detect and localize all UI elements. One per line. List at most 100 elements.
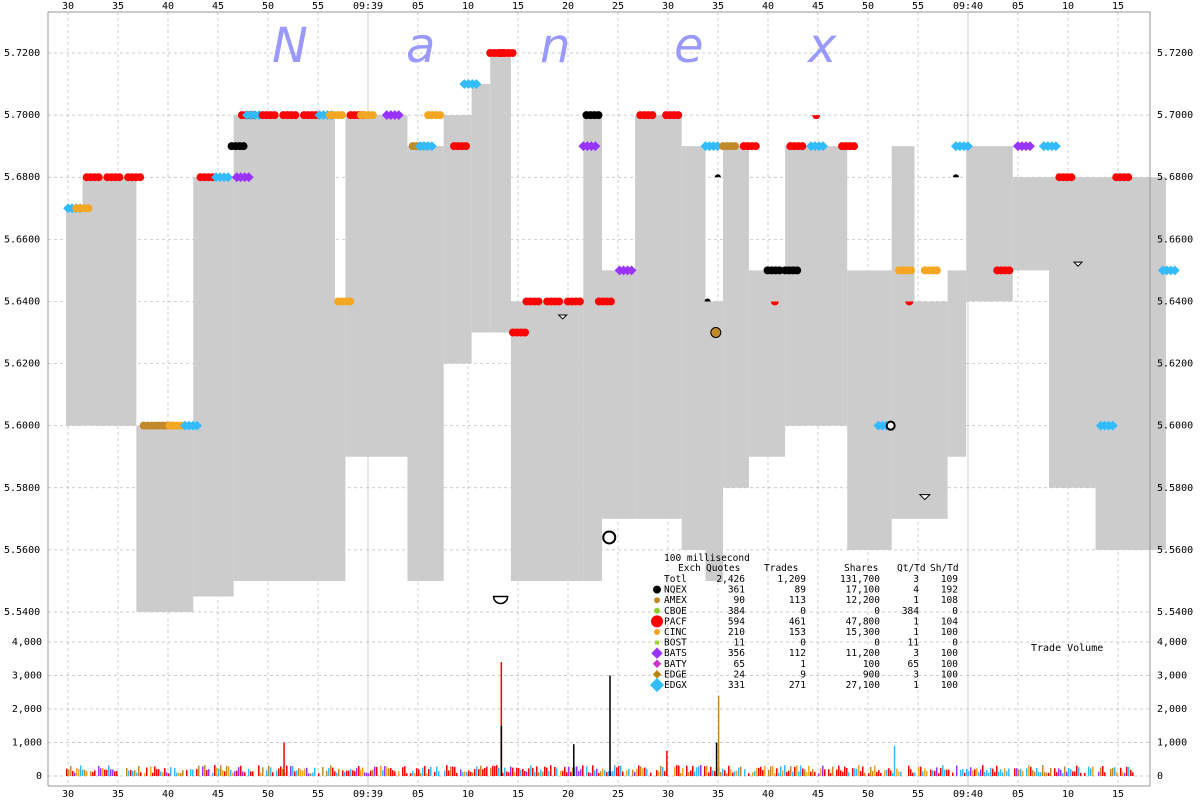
volume-bar xyxy=(892,772,894,776)
stats-sh-td: 100 xyxy=(941,680,958,691)
volume-bar xyxy=(572,767,574,776)
volume-bar xyxy=(888,768,890,776)
volume-bar xyxy=(500,725,503,776)
volume-bar xyxy=(890,770,892,776)
stats-quotes: 594 xyxy=(728,616,745,627)
quote-marker xyxy=(606,297,615,306)
volume-bar xyxy=(398,771,400,776)
volume-bar xyxy=(238,767,240,776)
volume-bar xyxy=(758,767,760,776)
nbbo-segment xyxy=(635,115,682,519)
volume-bar xyxy=(550,765,552,776)
volume-bar xyxy=(1128,766,1130,776)
volume-bar xyxy=(72,770,74,776)
volume-bar xyxy=(640,766,642,776)
volume-bar xyxy=(180,773,182,776)
price-tick-label-left: 5.5600 xyxy=(4,545,40,556)
price-tick-label-left: 5.6800 xyxy=(4,172,40,183)
volume-bar xyxy=(446,765,448,776)
stats-quotes: 361 xyxy=(728,585,745,596)
volume-bar xyxy=(216,767,218,776)
volume-bar xyxy=(870,766,872,776)
legend-swatch xyxy=(654,597,660,604)
quote-marker xyxy=(239,142,248,151)
volume-bar xyxy=(314,767,316,776)
volume-bar xyxy=(130,770,132,776)
volume-bar xyxy=(780,766,782,776)
volume-bar xyxy=(498,767,500,776)
volume-bar xyxy=(582,765,584,776)
volume-bar xyxy=(574,766,576,776)
legend-swatch xyxy=(652,670,662,679)
volume-bar xyxy=(790,766,792,776)
volume-bar xyxy=(782,770,784,776)
volume-bar xyxy=(266,770,268,776)
volume-bar xyxy=(1042,765,1044,776)
volume-bar xyxy=(824,769,826,776)
x-tick-label-top: 55 xyxy=(912,1,924,12)
volume-bar xyxy=(938,773,940,776)
volume-bar xyxy=(568,766,570,776)
stats-shares: 0 xyxy=(874,606,880,617)
volume-bar xyxy=(280,766,282,776)
volume-bar xyxy=(994,771,996,776)
volume-bar xyxy=(1126,766,1128,776)
volume-bar xyxy=(206,770,208,776)
volume-bar xyxy=(710,766,712,776)
nbbo-segment xyxy=(601,270,636,519)
volume-bar xyxy=(190,769,192,776)
x-tick-label-bottom: 09:39 xyxy=(353,789,383,800)
quote-marker xyxy=(223,172,233,183)
volume-bar xyxy=(592,765,594,776)
trade-marker xyxy=(885,420,896,431)
stats-header: Quotes xyxy=(706,563,740,574)
trade-marker xyxy=(918,494,932,501)
x-tick-label-bottom: 40 xyxy=(762,789,774,800)
volume-bar xyxy=(596,768,598,776)
volume-bar xyxy=(528,768,530,776)
quote-marker xyxy=(1050,141,1061,152)
volume-bar xyxy=(230,769,232,776)
volume-bar xyxy=(838,765,840,776)
volume-bar xyxy=(1104,772,1106,776)
stats-exch: EDGX xyxy=(664,680,687,691)
stats-exch: PACF xyxy=(664,616,687,627)
stats-exch: NQEX xyxy=(664,585,687,596)
volume-bar xyxy=(1004,768,1006,776)
volume-bar xyxy=(832,766,834,776)
volume-bar xyxy=(370,770,372,776)
volume-bar xyxy=(846,767,848,776)
volume-tick-label-right: 0 xyxy=(1157,771,1163,782)
volume-bar xyxy=(910,769,912,776)
volume-bar xyxy=(964,772,966,776)
volume-bar xyxy=(236,770,238,776)
volume-bar xyxy=(448,770,450,776)
volume-bar xyxy=(1078,767,1080,776)
volume-bar xyxy=(560,770,562,776)
nbbo-segment xyxy=(748,270,786,457)
price-tick-label-right: 5.7000 xyxy=(1157,110,1193,121)
watermark-letter: e xyxy=(674,18,704,74)
x-tick-label-top: 45 xyxy=(212,1,224,12)
volume-bar xyxy=(1020,768,1022,776)
volume-bar xyxy=(822,765,824,776)
quote-marker xyxy=(594,111,603,120)
volume-bar xyxy=(608,771,610,776)
volume-bar xyxy=(138,766,140,776)
quote-marker xyxy=(850,142,859,151)
volume-bar xyxy=(90,771,92,776)
volume-bar xyxy=(150,766,152,776)
quote-marker xyxy=(1005,266,1014,275)
volume-bar xyxy=(330,765,332,776)
volume-bar xyxy=(1038,772,1040,776)
volume-bar xyxy=(310,773,312,776)
volume-bar xyxy=(946,769,948,776)
volume-bar xyxy=(410,773,412,776)
volume-bar xyxy=(764,765,766,776)
nbbo-segment xyxy=(193,177,234,597)
legend-swatch xyxy=(654,607,660,614)
quote-marker xyxy=(1169,265,1180,276)
stats-interval: 100 millisecond xyxy=(664,553,750,564)
volume-bar xyxy=(228,766,230,776)
volume-bar xyxy=(878,770,880,776)
